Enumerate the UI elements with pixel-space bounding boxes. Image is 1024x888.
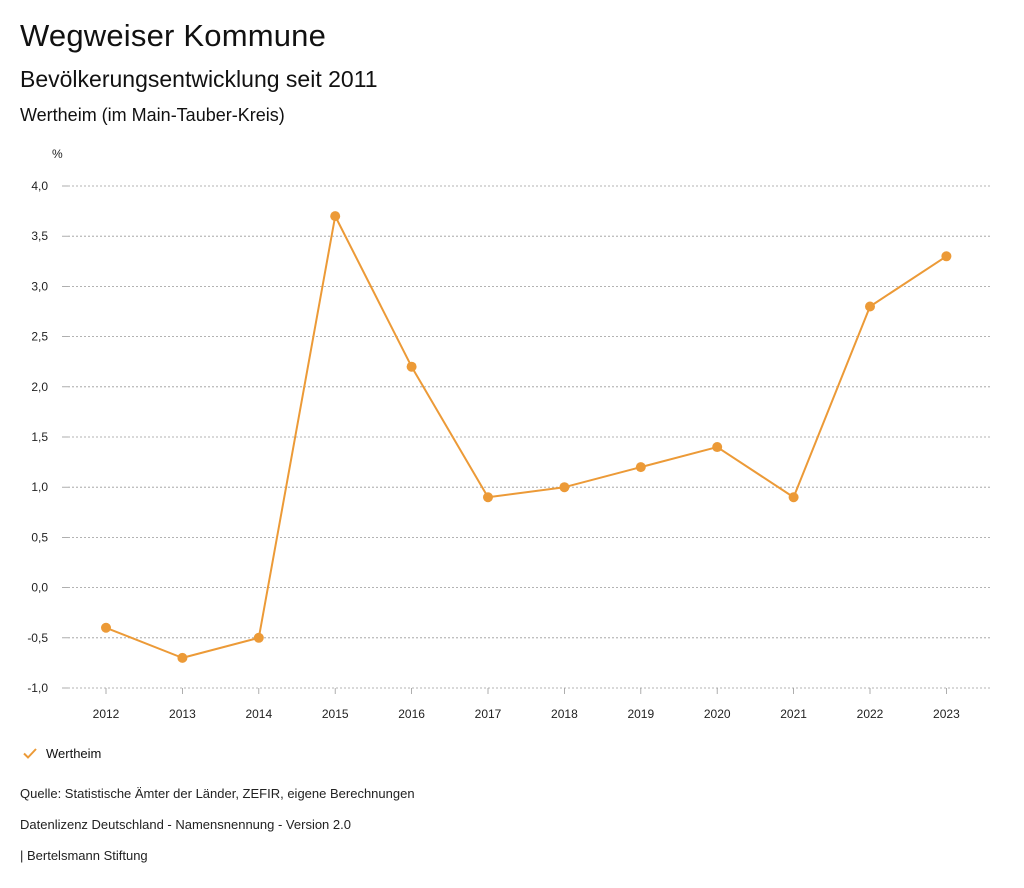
publisher-note: | Bertelsmann Stiftung [20, 848, 148, 863]
source-note: Quelle: Statistische Ämter der Länder, Z… [20, 786, 415, 801]
data-point [788, 492, 799, 503]
x-tick-label: 2020 [704, 707, 731, 721]
x-tick-label: 2023 [933, 707, 960, 721]
x-tick-label: 2017 [475, 707, 502, 721]
license-note: Datenlizenz Deutschland - Namensnennung … [20, 817, 351, 832]
data-point [941, 251, 952, 262]
y-axis-unit: % [52, 147, 63, 161]
data-point [635, 462, 646, 473]
check-icon [23, 748, 37, 759]
legend-label: Wertheim [46, 745, 102, 761]
data-point [712, 442, 723, 453]
x-tick-label: 2014 [245, 707, 272, 721]
data-point [406, 361, 417, 372]
x-tick-label: 2013 [169, 707, 196, 721]
x-tick-label: 2022 [857, 707, 884, 721]
y-tick-label: 1,0 [31, 480, 48, 494]
y-tick-label: 0,5 [31, 530, 48, 544]
x-tick-label: 2021 [780, 707, 807, 721]
y-tick-label: 2,5 [31, 330, 48, 344]
y-tick-label: 2,0 [31, 380, 48, 394]
y-tick-label: -0,5 [27, 631, 48, 645]
series-line [105, 215, 947, 659]
y-tick-label: 1,5 [31, 430, 48, 444]
legend[interactable]: Wertheim [22, 745, 101, 761]
data-point [101, 622, 111, 633]
x-tick-label: 2015 [322, 707, 349, 721]
data-point [177, 652, 188, 663]
y-tick-label: -1,0 [27, 681, 48, 695]
page-title: Wegweiser Kommune [20, 18, 327, 53]
x-tick-label: 2019 [627, 707, 654, 721]
y-tick-label: 3,0 [31, 279, 48, 293]
y-tick-label: 0,0 [31, 581, 48, 595]
line-chart: % -1,0 -0,5 0,0 0,5 1,0 1,5 2,0 2,5 3,0 3,5 4,0 2012… [27, 147, 990, 721]
data-point [330, 211, 341, 222]
x-tick-label: 2012 [93, 707, 120, 721]
x-tick-label: 2018 [551, 707, 578, 721]
y-tick-label: 3,5 [31, 229, 48, 243]
x-tick-label: 2016 [398, 707, 425, 721]
y-tick-label: 4,0 [31, 179, 48, 193]
data-point [253, 632, 264, 643]
chart-subtitle: Bevölkerungsentwicklung seit 2011 [20, 66, 378, 92]
data-point [559, 482, 570, 493]
region-label: Wertheim (im Main-Tauber-Kreis) [20, 105, 285, 125]
data-point [483, 492, 493, 503]
data-point [865, 301, 875, 312]
